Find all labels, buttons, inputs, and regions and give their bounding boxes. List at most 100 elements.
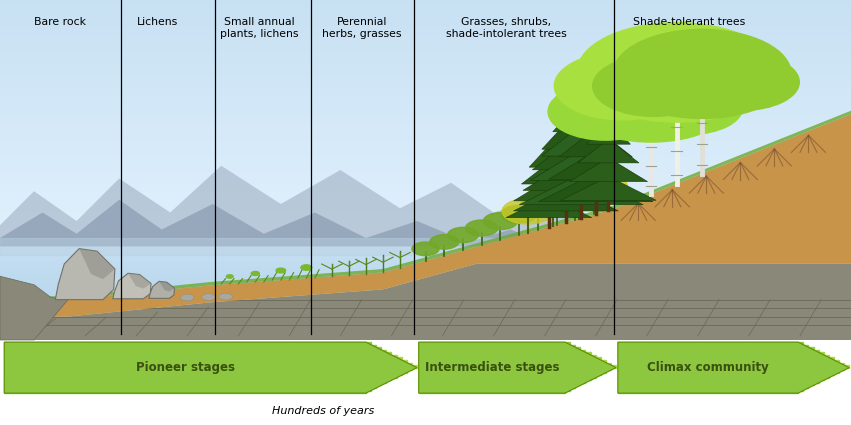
Bar	[419, 385, 565, 388]
Circle shape	[412, 242, 439, 256]
Circle shape	[502, 198, 553, 224]
Bar	[419, 363, 565, 365]
Bar	[0, 170, 851, 175]
Bar	[0, 308, 851, 310]
Bar	[618, 385, 798, 388]
Text: Intermediate stages: Intermediate stages	[425, 361, 559, 374]
Bar	[0, 252, 851, 254]
Bar	[618, 380, 798, 383]
Bar	[0, 306, 851, 308]
Bar	[0, 202, 851, 206]
Polygon shape	[529, 146, 568, 167]
Bar	[366, 347, 381, 350]
Bar	[419, 345, 565, 347]
Bar	[0, 210, 851, 214]
Polygon shape	[542, 123, 590, 149]
Bar	[0, 178, 851, 182]
Bar	[366, 383, 381, 385]
Bar	[0, 8, 851, 12]
Polygon shape	[4, 342, 417, 393]
Bar	[565, 345, 575, 347]
Text: Bare rock: Bare rock	[33, 17, 86, 27]
Bar	[565, 380, 585, 383]
Polygon shape	[522, 163, 576, 184]
Polygon shape	[533, 144, 599, 170]
Polygon shape	[618, 342, 849, 393]
Bar	[366, 375, 397, 378]
Bar	[565, 342, 570, 345]
Bar	[565, 378, 591, 380]
Text: Shade-tolerant trees: Shade-tolerant trees	[633, 17, 745, 27]
Bar	[366, 350, 386, 352]
Bar	[0, 234, 851, 238]
Polygon shape	[549, 151, 643, 179]
Text: Small annual
plants, lichens: Small annual plants, lichens	[220, 17, 299, 39]
Bar	[419, 347, 565, 350]
Polygon shape	[0, 276, 68, 340]
Bar	[419, 357, 565, 360]
Bar	[4, 388, 366, 391]
Bar	[4, 342, 366, 393]
Polygon shape	[530, 150, 632, 180]
Bar	[0, 56, 851, 60]
Circle shape	[501, 205, 537, 223]
Bar	[565, 383, 580, 385]
Polygon shape	[55, 249, 115, 300]
Bar	[0, 103, 851, 107]
Bar	[798, 378, 824, 380]
Bar	[0, 63, 851, 68]
Bar	[798, 388, 803, 391]
Bar	[419, 368, 565, 370]
Polygon shape	[569, 106, 622, 134]
Bar	[0, 0, 851, 4]
Bar	[565, 365, 616, 368]
Bar	[419, 350, 565, 352]
Bar	[0, 51, 851, 56]
Bar	[0, 16, 851, 20]
Bar	[4, 383, 366, 385]
Bar	[0, 24, 851, 28]
Bar	[4, 373, 366, 375]
Bar	[618, 388, 798, 391]
Bar	[0, 243, 851, 245]
Bar	[419, 373, 565, 375]
Bar	[565, 357, 601, 360]
Bar	[0, 190, 851, 194]
Bar	[565, 355, 596, 357]
Bar	[366, 380, 386, 383]
Circle shape	[563, 171, 627, 203]
Bar	[0, 187, 851, 190]
Polygon shape	[159, 281, 174, 292]
Circle shape	[686, 54, 799, 110]
Bar	[0, 151, 851, 155]
Bar	[4, 347, 366, 350]
Bar	[565, 373, 601, 375]
Bar	[4, 380, 366, 383]
Circle shape	[573, 176, 615, 197]
Polygon shape	[523, 164, 609, 190]
Bar	[565, 350, 585, 352]
Bar	[0, 175, 851, 178]
Bar	[0, 40, 851, 44]
Bar	[565, 352, 591, 355]
Bar	[366, 342, 371, 345]
Polygon shape	[79, 249, 115, 279]
Bar	[366, 357, 402, 360]
Circle shape	[226, 275, 233, 278]
Bar	[618, 375, 798, 378]
Polygon shape	[0, 166, 613, 238]
Polygon shape	[149, 281, 174, 298]
Bar	[366, 345, 376, 347]
Bar	[419, 355, 565, 357]
Bar	[0, 131, 851, 135]
Circle shape	[548, 83, 662, 140]
Bar	[0, 320, 851, 322]
Bar	[0, 83, 851, 87]
Bar	[0, 218, 851, 222]
Bar	[0, 123, 851, 127]
Bar	[618, 373, 798, 375]
Bar	[0, 301, 851, 303]
Bar	[0, 36, 851, 40]
Bar	[4, 365, 366, 368]
Bar	[0, 303, 851, 306]
